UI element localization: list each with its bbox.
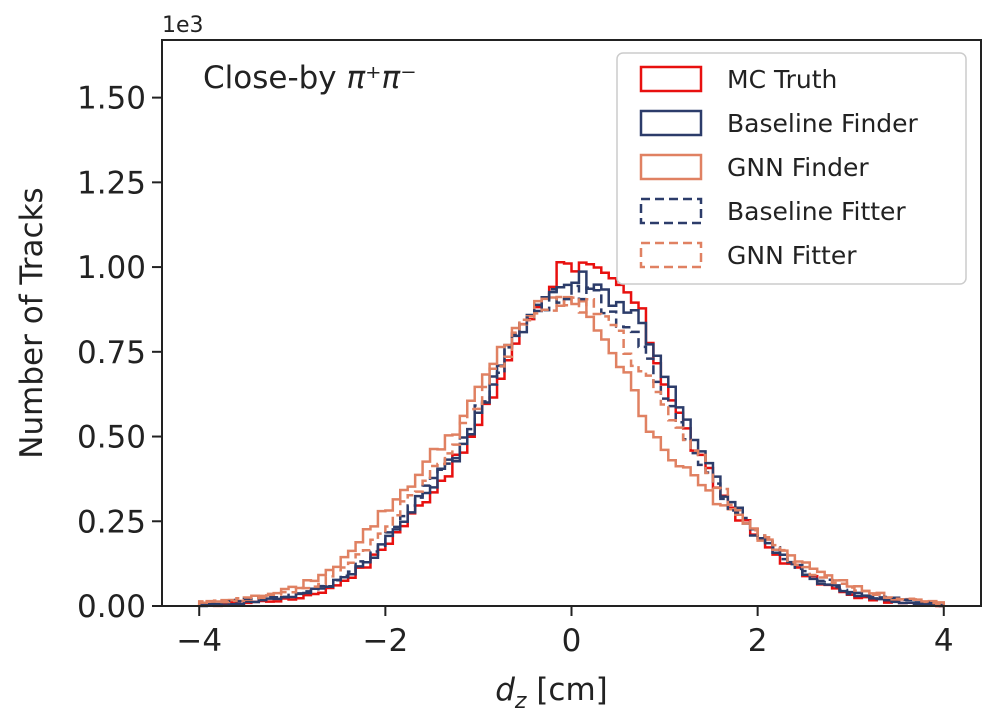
annotation-prefix: Close-by [203,60,347,96]
series-baseline-finder-line [199,270,946,608]
y-tick-label: 0.50 [77,420,146,456]
series-gnn-fitter-line [197,295,946,606]
series-layer [197,260,946,608]
legend-swatch [639,153,703,181]
legend-swatch [639,109,703,137]
y-tick-label: 0.25 [77,504,146,540]
x-axis-subscript: z [514,689,527,714]
legend-label: MC Truth [727,65,837,94]
y-tick-label: 1.50 [77,81,146,117]
legend-swatch [639,197,703,225]
y-axis-title: Number of Tracks [14,187,50,458]
legend: MC Truth Baseline Finder GNN Finder Baselin… [616,52,967,285]
x-axis-var: d [495,672,515,708]
x-tick-label: 2 [748,623,768,659]
legend-label: GNN Finder [727,153,869,182]
y-tick-label: 1.25 [77,165,146,201]
y-scale-multiplier: 1e3 [162,13,204,38]
x-tick-label: −2 [363,623,409,659]
annotation-math: π⁺π⁻ [347,60,417,96]
legend-label: Baseline Finder [727,109,919,138]
legend-label: GNN Fitter [727,241,857,270]
y-tick-label: 0.75 [77,335,146,371]
plot-annotation: Close-by π⁺π⁻ [203,60,417,96]
x-axis-title: dz [cm] [495,672,608,714]
y-tick-label: 1.00 [77,250,146,286]
y-tick-label: 0.00 [77,589,146,625]
legend-swatch [639,65,703,93]
y-axis: 0.00 0.25 0.50 0.75 1.00 1.25 1.50 [77,81,162,625]
x-axis: −4 −2 0 2 4 [176,606,954,659]
x-tick-label: 0 [562,623,582,659]
series-baseline-fitter-line [197,284,944,608]
x-axis-unit: [cm] [526,672,607,708]
legend-box [616,52,967,285]
legend-label: Baseline Fitter [727,197,906,226]
x-tick-label: −4 [176,623,222,659]
legend-swatch [639,241,703,269]
x-tick-label: 4 [934,623,954,659]
